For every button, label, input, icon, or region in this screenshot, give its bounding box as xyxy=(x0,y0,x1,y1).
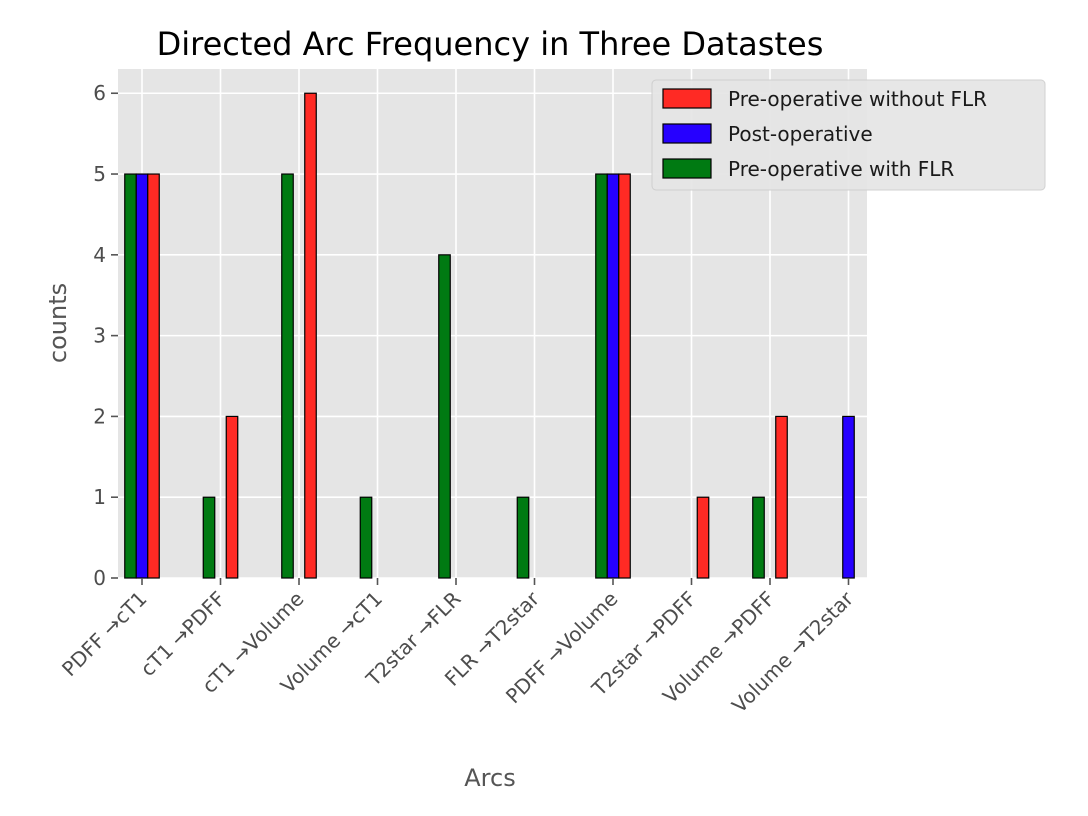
legend-swatch xyxy=(662,88,712,109)
legend-label: Post-operative xyxy=(728,122,873,146)
bar xyxy=(438,254,451,579)
y-axis-ticks: 0 1 2 3 4 5 6 xyxy=(93,81,118,590)
bar xyxy=(304,92,317,579)
bar xyxy=(618,173,631,579)
legend-label: Pre-operative with FLR xyxy=(728,157,954,181)
y-tick-label: 2 xyxy=(93,404,106,428)
y-tick-label: 0 xyxy=(93,566,106,590)
bar xyxy=(281,173,294,579)
bar xyxy=(202,496,216,579)
legend-box xyxy=(651,79,1046,191)
y-tick-label: 6 xyxy=(93,81,106,105)
legend-label: Pre-operative without FLR xyxy=(728,87,987,111)
bar xyxy=(696,496,710,579)
y-axis-label: counts xyxy=(44,283,72,363)
chart-title: Directed Arc Frequency in Three Datastes xyxy=(157,25,824,63)
grid xyxy=(118,69,867,579)
y-tick-label: 3 xyxy=(93,324,106,348)
x-axis-label: Arcs xyxy=(464,764,515,792)
bar xyxy=(775,415,788,579)
bar xyxy=(124,173,137,579)
bar xyxy=(516,496,530,579)
legend-swatch xyxy=(662,123,712,144)
bar xyxy=(147,173,160,579)
bar xyxy=(225,415,239,579)
legend: Pre-operative without FLR Post-operative P… xyxy=(651,79,1046,191)
bar xyxy=(359,496,373,579)
bar xyxy=(595,173,608,579)
legend-swatch xyxy=(662,158,712,179)
bars xyxy=(124,92,855,579)
bar xyxy=(135,173,149,579)
y-tick-label: 5 xyxy=(93,162,106,186)
y-tick-label: 1 xyxy=(93,485,106,509)
bar xyxy=(752,496,765,579)
bar xyxy=(606,173,620,579)
bar xyxy=(842,415,855,579)
y-tick-label: 4 xyxy=(93,243,106,267)
